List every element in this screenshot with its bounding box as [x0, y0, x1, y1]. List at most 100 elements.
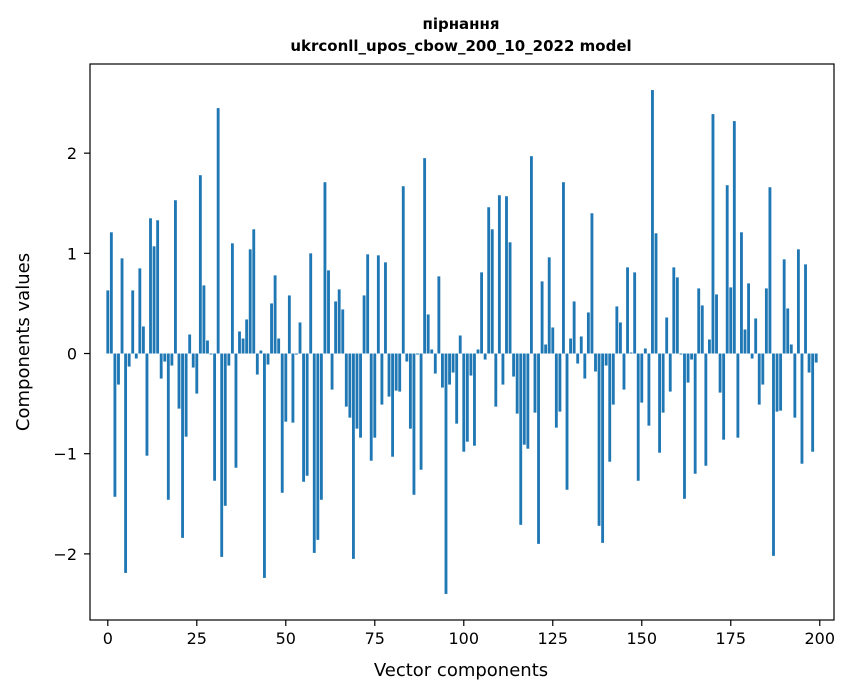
bar — [156, 220, 160, 354]
bar — [366, 254, 370, 354]
bar — [633, 272, 637, 354]
bar — [316, 353, 320, 540]
bar — [554, 353, 558, 428]
bar — [109, 232, 113, 354]
bar — [355, 353, 359, 429]
bar — [551, 327, 555, 354]
bar — [786, 308, 790, 354]
bar — [700, 305, 704, 354]
bar — [640, 353, 644, 403]
bar — [134, 353, 138, 359]
bar — [764, 288, 768, 354]
bar — [661, 353, 665, 413]
bar — [181, 353, 184, 538]
bar — [287, 295, 291, 354]
bar — [651, 90, 654, 354]
bar — [252, 229, 256, 354]
y-axis-ticks: −2 −1 0 1 2 — [53, 144, 90, 564]
bar — [462, 353, 466, 452]
bar — [284, 353, 288, 422]
bar — [369, 353, 373, 461]
bar — [611, 353, 615, 405]
bar — [487, 207, 491, 354]
bar — [223, 353, 227, 506]
bar — [391, 353, 395, 457]
bar — [675, 277, 679, 354]
bar — [722, 353, 726, 440]
x-tick-label: 50 — [276, 629, 296, 648]
bar — [451, 353, 455, 373]
bar — [501, 353, 505, 385]
bar — [174, 200, 177, 354]
bar — [629, 352, 633, 354]
x-axis-label: Vector components — [374, 660, 548, 681]
bar — [690, 353, 694, 360]
bar — [768, 187, 772, 354]
bar — [583, 353, 587, 379]
bar — [697, 288, 701, 354]
bar — [747, 283, 750, 354]
bar — [615, 306, 619, 354]
x-tick-label: 0 — [103, 629, 113, 648]
bar — [209, 353, 213, 355]
bar — [497, 195, 501, 354]
bar — [789, 344, 793, 354]
bar — [216, 108, 220, 354]
bar — [394, 353, 398, 391]
y-tick-label: 1 — [67, 244, 77, 263]
x-tick-label: 100 — [449, 629, 480, 648]
bar — [579, 336, 583, 354]
y-tick-label: 2 — [67, 144, 77, 163]
bar — [198, 175, 202, 354]
bar — [444, 353, 448, 594]
bar — [668, 353, 672, 392]
bar — [177, 353, 181, 409]
bar — [191, 353, 195, 368]
plot-frame — [89, 63, 835, 621]
bar — [547, 257, 551, 354]
bar — [113, 353, 117, 497]
bar — [117, 353, 120, 385]
bar — [352, 353, 355, 559]
bar — [772, 353, 775, 556]
bar — [672, 267, 676, 354]
y-tick-label: −1 — [53, 445, 77, 464]
bar — [206, 340, 209, 354]
bar — [241, 338, 245, 354]
x-tick-label: 150 — [626, 629, 657, 648]
bar — [213, 353, 217, 481]
bar — [725, 185, 729, 354]
bar — [476, 349, 480, 354]
bar — [533, 353, 537, 413]
bar — [419, 353, 423, 470]
bar — [362, 295, 366, 354]
bar — [259, 350, 263, 354]
bar — [704, 353, 708, 466]
bar — [159, 353, 163, 379]
bar — [707, 339, 711, 354]
bar — [319, 353, 323, 500]
bar — [558, 353, 562, 412]
bar — [398, 353, 402, 392]
bar — [277, 338, 281, 354]
bar — [188, 334, 192, 354]
chart-subtitle: ukrconll_upos_cbow_200_10_2022 model — [290, 37, 631, 55]
bar — [263, 353, 266, 578]
bar — [693, 353, 697, 474]
bar — [152, 246, 156, 354]
bar — [526, 353, 530, 449]
bar — [754, 318, 758, 354]
bar — [718, 353, 722, 393]
bar — [654, 233, 658, 354]
bar — [562, 182, 565, 354]
bar — [490, 229, 494, 354]
bar — [127, 353, 131, 367]
x-tick-label: 200 — [804, 629, 835, 648]
bar — [149, 218, 152, 354]
bar — [195, 353, 199, 394]
bar — [522, 353, 526, 445]
bar — [540, 281, 544, 354]
bar — [796, 249, 800, 354]
bar — [312, 353, 316, 553]
